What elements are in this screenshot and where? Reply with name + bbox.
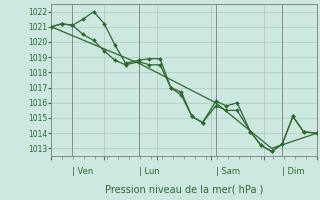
Text: | Dim: | Dim xyxy=(282,167,305,176)
Text: Pression niveau de la mer( hPa ): Pression niveau de la mer( hPa ) xyxy=(105,185,263,195)
Text: | Lun: | Lun xyxy=(139,167,160,176)
Text: | Sam: | Sam xyxy=(216,167,240,176)
Text: | Ven: | Ven xyxy=(72,167,94,176)
